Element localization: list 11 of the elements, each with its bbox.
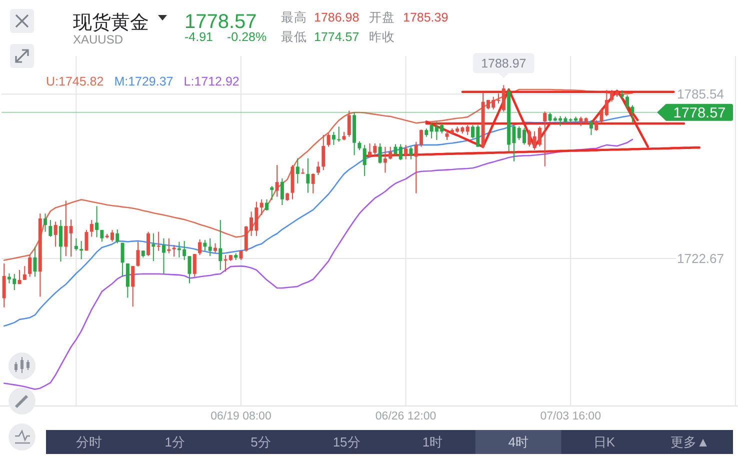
x-tick-label: 07/03 16:00 bbox=[540, 410, 601, 422]
x-tick-label: 06/19 08:00 bbox=[210, 410, 272, 422]
toolbar: 分时 1分 5分 15分 1时 4时 日K 更多▲ bbox=[46, 430, 733, 454]
note: 1788.97 bbox=[473, 53, 534, 78]
y-tick-label: 1785.54 bbox=[677, 86, 724, 102]
header: 现货黄金 XAUUSD bbox=[73, 12, 149, 46]
y-tick-label: 1722.67 bbox=[677, 251, 724, 266]
annotation: 1788.97 bbox=[481, 56, 526, 71]
ref-line-label: 1778.57 bbox=[673, 105, 726, 122]
legend: U:1745.82 M:1729.37 L:1712.92 bbox=[46, 74, 240, 88]
x-tick-label: 06/26 12:00 bbox=[375, 410, 436, 422]
